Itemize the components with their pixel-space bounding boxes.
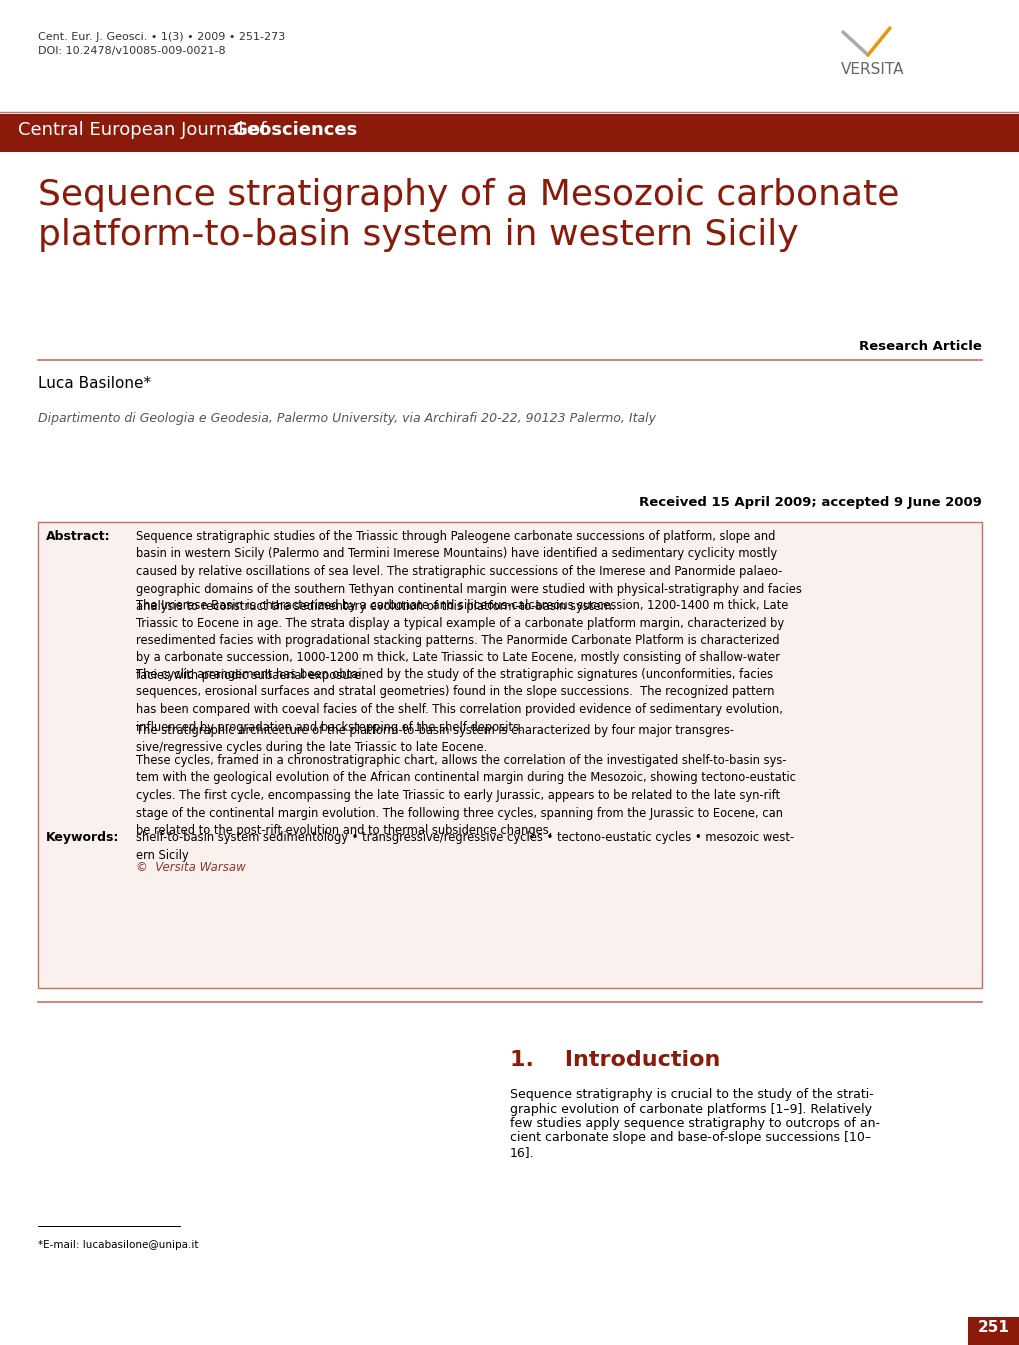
Text: ©  Versita Warsaw: © Versita Warsaw [136, 861, 246, 874]
Text: Abstract:: Abstract: [46, 530, 110, 543]
Text: Research Article: Research Article [858, 340, 981, 352]
Text: Received 15 April 2009; accepted 9 June 2009: Received 15 April 2009; accepted 9 June … [639, 496, 981, 508]
Text: Central European Journal of: Central European Journal of [18, 121, 272, 139]
Text: 16].: 16]. [510, 1146, 534, 1159]
Text: shelf-to-basin system sedimentology • transgressive/regressive cycles • tectono-: shelf-to-basin system sedimentology • tr… [136, 831, 794, 862]
Bar [0, 114, 1019, 152]
Text: Cent. Eur. J. Geosci. • 1(3) • 2009 • 251-273: Cent. Eur. J. Geosci. • 1(3) • 2009 • 25… [38, 32, 285, 42]
Text: cient carbonate slope and base-of-slope successions [10–: cient carbonate slope and base-of-slope … [510, 1131, 870, 1145]
Text: 251: 251 [977, 1319, 1009, 1336]
Bar [967, 1317, 1019, 1345]
Text: platform-to-basin system in western Sicily: platform-to-basin system in western Sici… [38, 218, 798, 252]
Text: Luca Basilone*: Luca Basilone* [38, 377, 151, 391]
Text: Sequence stratigraphic studies of the Triassic through Paleogene carbonate succe: Sequence stratigraphic studies of the Tr… [136, 530, 801, 613]
Text: Geosciences: Geosciences [231, 121, 357, 139]
Text: These cycles, framed in a chronostratigraphic chart, allows the correlation of t: These cycles, framed in a chronostratigr… [136, 755, 795, 837]
Text: VERSITA: VERSITA [841, 62, 904, 77]
Text: graphic evolution of carbonate platforms [1–9]. Relatively: graphic evolution of carbonate platforms… [510, 1103, 871, 1115]
Text: The stratigraphic architecture of the platform-to-basin system is characterized : The stratigraphic architecture of the pl… [136, 724, 734, 755]
Bar [38, 522, 981, 989]
Text: 1.    Introduction: 1. Introduction [510, 1050, 719, 1071]
Text: few studies apply sequence stratigraphy to outcrops of an-: few studies apply sequence stratigraphy … [510, 1116, 879, 1130]
Text: Keywords:: Keywords: [46, 831, 119, 845]
Text: The cyclic arrangement has been obtained by the study of the stratigraphic signa: The cyclic arrangement has been obtained… [136, 668, 783, 733]
Text: Sequence stratigraphy of a Mesozoic carbonate: Sequence stratigraphy of a Mesozoic carb… [38, 178, 899, 213]
Text: *E-mail: lucabasilone@unipa.it: *E-mail: lucabasilone@unipa.it [38, 1240, 199, 1250]
Text: The Imerese Basin is characterized by a carbonate and siliceous-calcareous succe: The Imerese Basin is characterized by a … [136, 599, 788, 682]
Text: Sequence stratigraphy is crucial to the study of the strati-: Sequence stratigraphy is crucial to the … [510, 1088, 873, 1102]
Text: DOI: 10.2478/v10085-009-0021-8: DOI: 10.2478/v10085-009-0021-8 [38, 46, 225, 56]
Text: Dipartimento di Geologia e Geodesia, Palermo University, via Archirafi 20-22, 90: Dipartimento di Geologia e Geodesia, Pal… [38, 412, 655, 425]
